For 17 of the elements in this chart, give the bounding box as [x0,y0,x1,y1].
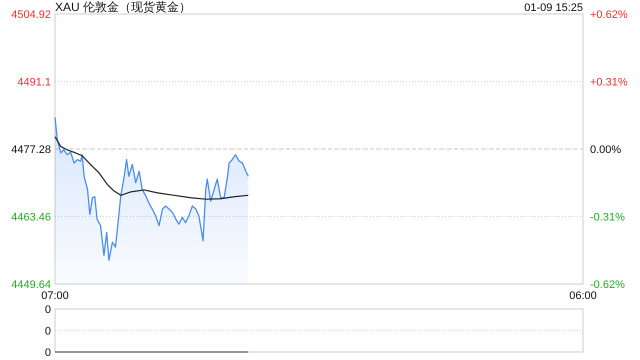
y2-tick-label: -0.31% [590,212,626,224]
y2-tick-label: +0.62% [590,9,628,21]
y-tick-label: 0 [44,304,51,316]
y-tick-label: 0 [44,347,51,359]
y2-tick-label: +0.31% [590,76,628,88]
x-tick-label: 06:00 [569,290,597,302]
y-tick-label: 4491.1 [17,76,51,88]
y-tick-label: 0 [44,326,51,338]
text: 01-09 15:25 [524,2,583,14]
y2-tick-label: 0.00% [590,144,622,156]
y-tick-label: 4463.46 [11,212,51,224]
x-tick-label: 07:00 [41,290,69,302]
chart-title: XAU 伦敦金（现货黄金） [55,0,192,14]
y-tick-label: 4449.64 [11,279,51,291]
y2-tick-label: -0.62% [590,279,626,291]
y-tick-label: 4504.92 [11,9,51,21]
y-tick-label: 4477.28 [11,144,51,156]
